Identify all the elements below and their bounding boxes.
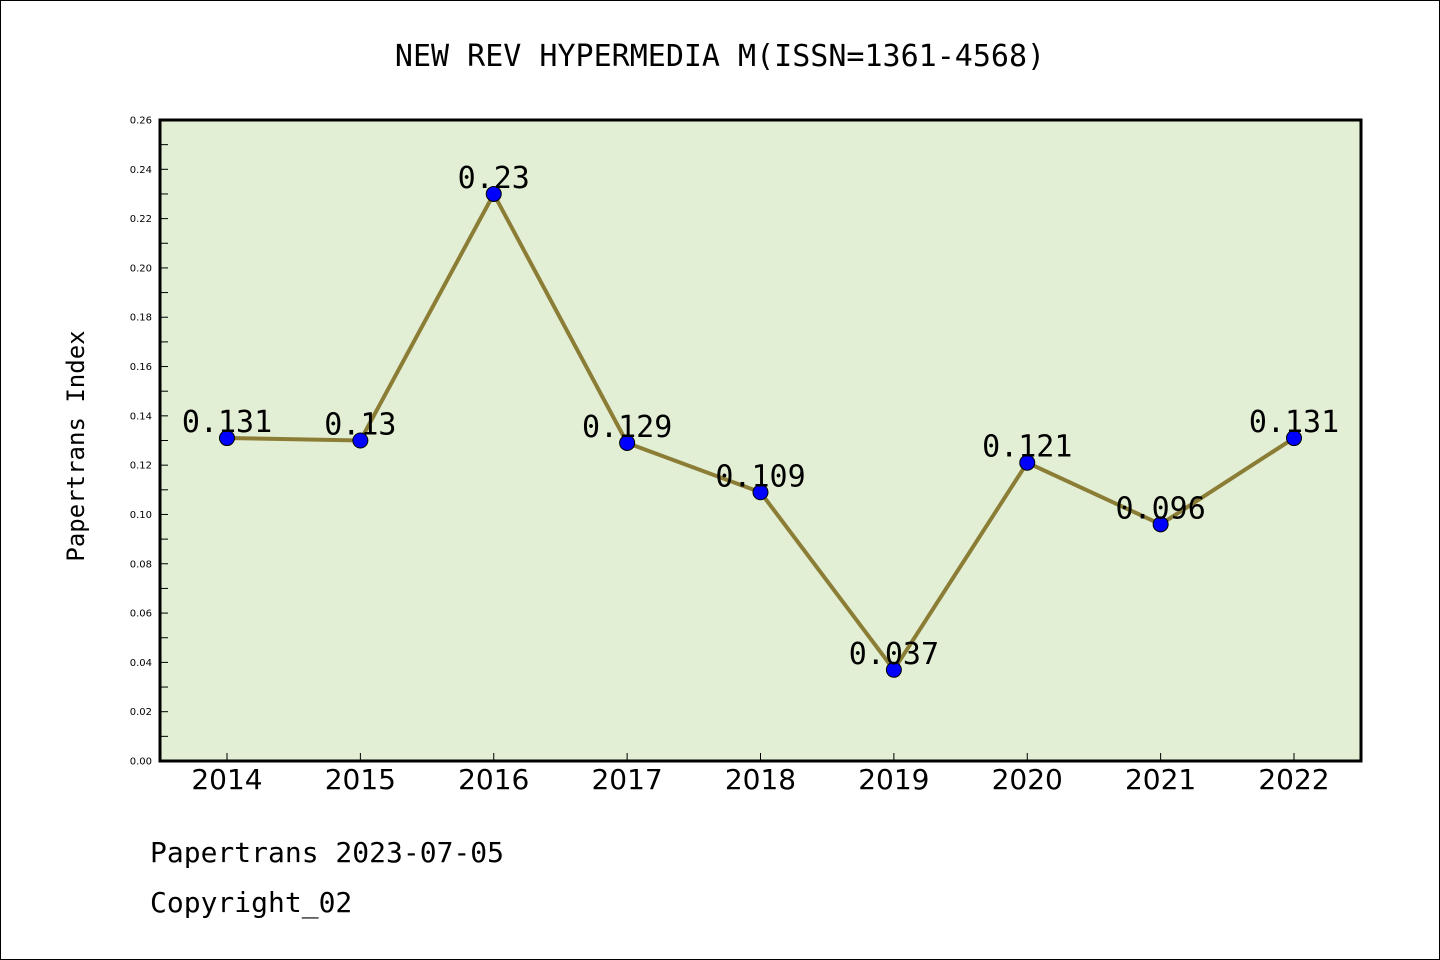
x-tick-label: 2015 [325,763,396,796]
y-tick-label: 0.26 [130,116,152,127]
x-tick-label: 2016 [458,763,529,796]
y-tick-label: 0.18 [130,313,152,324]
x-tick-label: 2020 [992,763,1063,796]
chart-title: NEW REV HYPERMEDIA M(ISSN=1361-4568) [395,39,1045,74]
data-point [1019,454,1036,471]
y-tick-label: 0.08 [130,559,152,570]
data-point [619,434,636,451]
y-tick-label: 0.20 [130,263,152,274]
data-label: 0.096 [1115,491,1205,526]
data-label: 0.13 [324,408,396,443]
data-label: 0.23 [458,161,530,196]
y-tick-label: 0.22 [130,214,152,225]
x-tick-label: 2018 [725,763,796,796]
y-tick-label: 0.24 [130,165,152,176]
y-axis-label: Papertrans Index [62,330,90,561]
x-tick-label: 2022 [1258,763,1329,796]
data-label: 0.121 [982,430,1072,465]
x-tick-label: 2017 [591,763,662,796]
data-point [885,661,902,678]
data-label: 0.131 [182,405,272,440]
x-tick-label: 2019 [858,763,929,796]
footer-date: Papertrans 2023-07-05 [150,836,505,869]
y-tick-label: 0.06 [130,609,152,620]
y-tick-label: 0.02 [130,707,152,718]
x-axis: 2014 2015 2016 2017 2018 2019 2020 2021 2022 [191,753,1330,796]
y-tick-label: 0.16 [130,362,152,373]
data-point [485,185,502,202]
x-tick-label: 2014 [191,763,262,796]
y-tick-label: 0.12 [130,461,152,472]
data-point [1152,516,1169,533]
data-label: 0.037 [849,637,939,672]
series-layer [219,185,1302,678]
data-point [752,484,769,501]
x-tick-label: 2021 [1125,763,1196,796]
data-point [1286,430,1302,447]
data-labels: 0.131 0.13 0.23 0.129 0.109 0.037 0.121 0.096 0.… [182,161,1339,672]
data-point [352,432,369,449]
y-tick-label: 0.14 [130,411,152,422]
footer-copyright: Copyright_02 [150,886,353,919]
data-label: 0.131 [1249,405,1339,440]
y-axis: 0.00 0.02 0.04 0.06 0.08 0.10 0.12 0.14 0.16 0.18… [130,116,168,768]
y-tick-label: 0.10 [130,510,152,521]
y-tick-label: 0.04 [130,658,152,669]
y-tick-label: 0.00 [130,757,152,768]
data-label: 0.129 [582,410,672,445]
data-label: 0.109 [715,459,805,494]
data-point [219,430,235,447]
